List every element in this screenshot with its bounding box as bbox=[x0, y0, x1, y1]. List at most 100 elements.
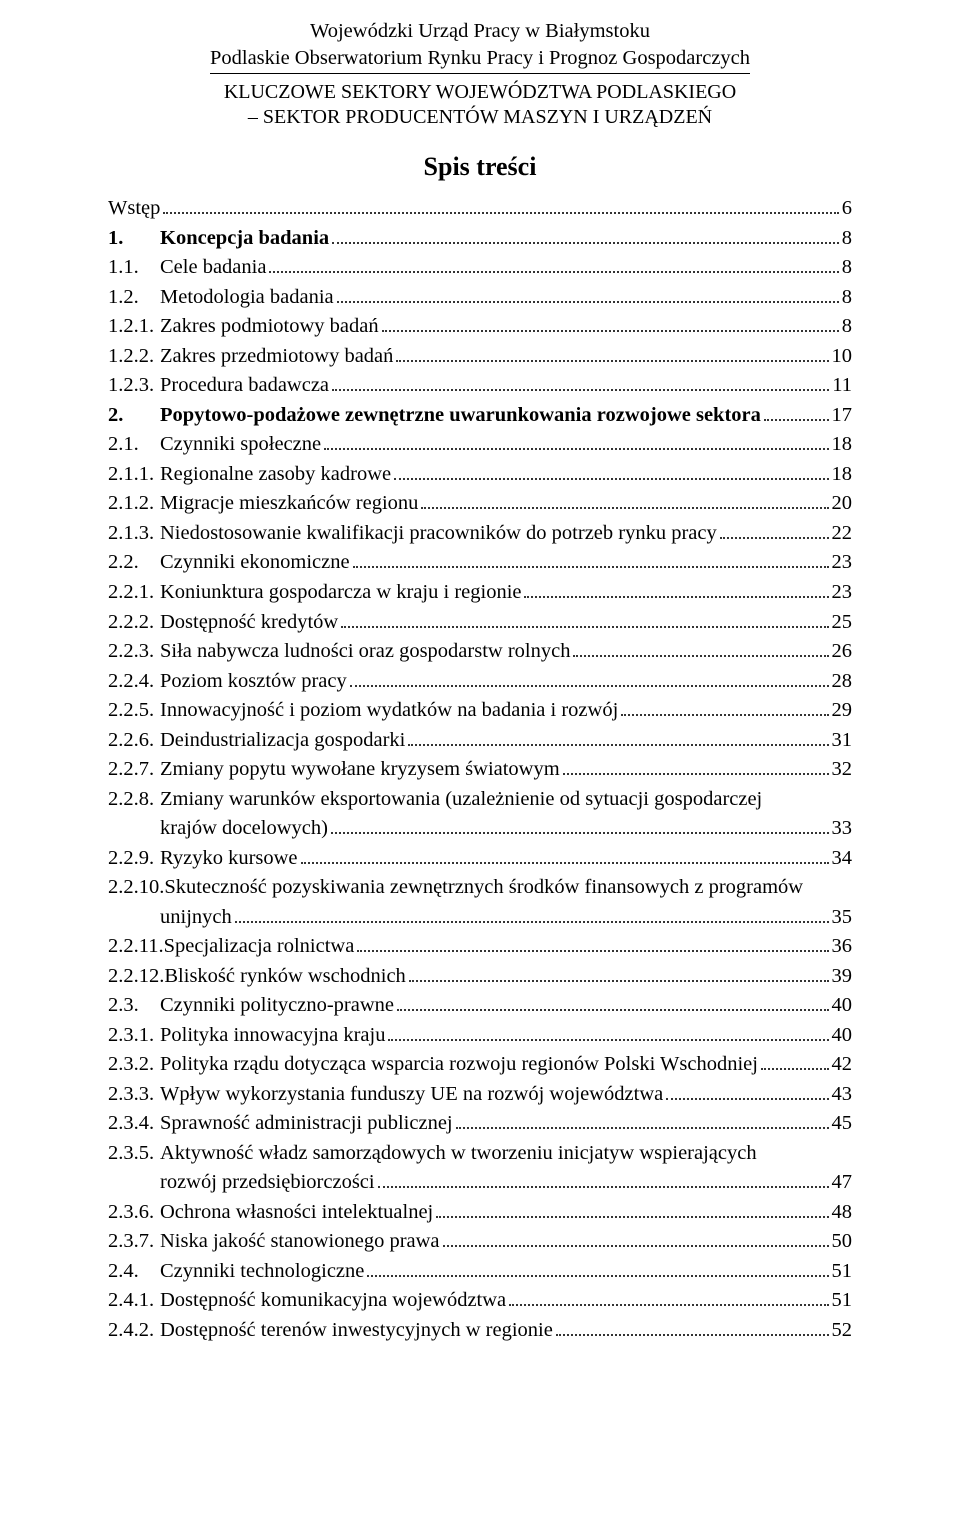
toc-entry-page: 8 bbox=[842, 312, 852, 342]
toc-entry: 2.3.5.Aktywność władz samorządowych w tw… bbox=[108, 1139, 852, 1169]
toc-entry-title: Niska jakość stanowionego prawa bbox=[160, 1227, 440, 1257]
toc-entry-number: 2.2. bbox=[108, 548, 160, 578]
toc-entry: 2.2.2.Dostępność kredytów 25 bbox=[108, 608, 852, 638]
toc-entry-number: 2.3.1. bbox=[108, 1021, 160, 1051]
toc-leader-dots bbox=[408, 728, 828, 745]
toc-entry-title: Skuteczność pozyskiwania zewnętrznych śr… bbox=[164, 873, 803, 903]
toc-entry-page: 18 bbox=[832, 460, 853, 490]
toc-entry-page: 26 bbox=[832, 637, 853, 667]
toc-entry-title: Czynniki polityczno-prawne bbox=[160, 991, 394, 1021]
toc-entry: 2.2.10.Skuteczność pozyskiwania zewnętrz… bbox=[108, 873, 852, 903]
toc-leader-dots bbox=[332, 226, 839, 243]
table-of-contents: Wstęp 61.Koncepcja badania 81.1.Cele bad… bbox=[108, 194, 852, 1345]
toc-entry-title: Migracje mieszkańców regionu bbox=[160, 489, 418, 519]
toc-entry-number: 1.2.1. bbox=[108, 312, 160, 342]
toc-entry-page: 40 bbox=[832, 1021, 853, 1051]
toc-entry-title: Czynniki społeczne bbox=[160, 430, 321, 460]
toc-entry: 2.2.8.Zmiany warunków eksportowania (uza… bbox=[108, 785, 852, 815]
toc-entry-number: 2.2.2. bbox=[108, 608, 160, 638]
toc-entry-title: Zakres przedmiotowy badań bbox=[160, 342, 393, 372]
toc-leader-dots bbox=[573, 640, 828, 657]
toc-entry: 2.2.11.Specjalizacja rolnictwa 36 bbox=[108, 932, 852, 962]
toc-entry: krajów docelowych) 33 bbox=[108, 814, 852, 844]
toc-entry: 2.3.4.Sprawność administracji publicznej… bbox=[108, 1109, 852, 1139]
toc-entry: 2.2.3.Siła nabywcza ludności oraz gospod… bbox=[108, 637, 852, 667]
toc-title: Spis treści bbox=[108, 152, 852, 182]
toc-entry-page: 29 bbox=[832, 696, 853, 726]
toc-leader-dots bbox=[397, 994, 829, 1011]
toc-entry-page: 8 bbox=[842, 283, 852, 313]
toc-entry-title: krajów docelowych) bbox=[160, 814, 328, 844]
toc-entry-number: 2.4.1. bbox=[108, 1286, 160, 1316]
header-sub-1: KLUCZOWE SEKTORY WOJEWÓDZTWA PODLASKIEGO bbox=[108, 80, 852, 105]
toc-leader-dots bbox=[764, 404, 829, 421]
toc-entry: 1.1.Cele badania 8 bbox=[108, 253, 852, 283]
toc-leader-dots bbox=[269, 256, 838, 273]
toc-entry-page: 23 bbox=[832, 578, 853, 608]
toc-entry: 2.2.9.Ryzyko kursowe 34 bbox=[108, 844, 852, 874]
toc-entry-page: 36 bbox=[832, 932, 853, 962]
toc-entry-number: 2.2.3. bbox=[108, 637, 160, 667]
toc-entry: 1.2.1.Zakres podmiotowy badań 8 bbox=[108, 312, 852, 342]
toc-entry-title: Zmiany popytu wywołane kryzysem światowy… bbox=[160, 755, 560, 785]
toc-leader-dots bbox=[367, 1259, 828, 1276]
header-institution: Wojewódzki Urząd Pracy w Białymstoku bbox=[108, 18, 852, 45]
toc-entry-number: 2.4. bbox=[108, 1257, 160, 1287]
toc-entry-title: Deindustrializacja gospodarki bbox=[160, 726, 405, 756]
toc-entry-title: Sprawność administracji publicznej bbox=[160, 1109, 453, 1139]
document-header: Wojewódzki Urząd Pracy w Białymstoku Pod… bbox=[108, 18, 852, 74]
toc-entry-number: 1.2.2. bbox=[108, 342, 160, 372]
toc-entry-number: 2.2.1. bbox=[108, 578, 160, 608]
toc-entry-page: 8 bbox=[842, 224, 852, 254]
toc-entry: 2.2.7.Zmiany popytu wywołane kryzysem św… bbox=[108, 755, 852, 785]
toc-leader-dots bbox=[235, 905, 829, 922]
toc-entry-title: Poziom kosztów pracy bbox=[160, 667, 347, 697]
toc-entry: 2.2.1.Koniunktura gospodarcza w kraju i … bbox=[108, 578, 852, 608]
toc-entry-number: 2.3.2. bbox=[108, 1050, 160, 1080]
toc-entry-title: Niedostosowanie kwalifikacji pracowników… bbox=[160, 519, 717, 549]
toc-entry-page: 43 bbox=[832, 1080, 853, 1110]
toc-entry: 2.2.6.Deindustrializacja gospodarki 31 bbox=[108, 726, 852, 756]
toc-entry-number: 2.3. bbox=[108, 991, 160, 1021]
toc-entry-number: 2.1.3. bbox=[108, 519, 160, 549]
toc-entry-number: 2.1.1. bbox=[108, 460, 160, 490]
toc-leader-dots bbox=[378, 1171, 829, 1188]
toc-entry-page: 51 bbox=[832, 1257, 853, 1287]
toc-leader-dots bbox=[443, 1230, 829, 1247]
toc-entry-number bbox=[108, 903, 160, 933]
toc-entry-title: Dostępność kredytów bbox=[160, 608, 338, 638]
toc-leader-dots bbox=[421, 492, 828, 509]
toc-entry-number: 2.2.4. bbox=[108, 667, 160, 697]
toc-leader-dots bbox=[556, 1319, 829, 1336]
toc-entry-number: 1. bbox=[108, 224, 160, 254]
toc-entry-number: 2.1. bbox=[108, 430, 160, 460]
toc-entry-number: 2.3.3. bbox=[108, 1080, 160, 1110]
toc-entry-number: 1.2. bbox=[108, 283, 160, 313]
toc-entry: 1.Koncepcja badania 8 bbox=[108, 224, 852, 254]
toc-entry: 2.1.3.Niedostosowanie kwalifikacji praco… bbox=[108, 519, 852, 549]
toc-leader-dots bbox=[436, 1200, 828, 1217]
toc-entry-title: unijnych bbox=[160, 903, 232, 933]
toc-entry-number: 2.2.9. bbox=[108, 844, 160, 874]
toc-entry-number: 2.2.5. bbox=[108, 696, 160, 726]
toc-entry-page: 17 bbox=[832, 401, 853, 431]
toc-entry-page: 33 bbox=[832, 814, 853, 844]
toc-leader-dots bbox=[324, 433, 828, 450]
toc-leader-dots bbox=[163, 197, 838, 214]
toc-entry-number bbox=[108, 814, 160, 844]
toc-entry-page: 25 bbox=[832, 608, 853, 638]
toc-entry-page: 11 bbox=[832, 371, 852, 401]
toc-entry-number: 2.2.12. bbox=[108, 962, 164, 992]
toc-entry-title: Regionalne zasoby kadrowe bbox=[160, 460, 391, 490]
toc-entry-number: 2.2.11. bbox=[108, 932, 164, 962]
toc-entry-title: Czynniki technologiczne bbox=[160, 1257, 364, 1287]
toc-entry-title: Dostępność terenów inwestycyjnych w regi… bbox=[160, 1316, 553, 1346]
toc-entry-page: 28 bbox=[832, 667, 853, 697]
toc-entry: 2.1.Czynniki społeczne 18 bbox=[108, 430, 852, 460]
toc-leader-dots bbox=[382, 315, 839, 332]
toc-leader-dots bbox=[301, 846, 829, 863]
toc-entry-number: 1.2.3. bbox=[108, 371, 160, 401]
toc-leader-dots bbox=[666, 1082, 828, 1099]
toc-entry-page: 34 bbox=[832, 844, 853, 874]
toc-entry-title: Ryzyko kursowe bbox=[160, 844, 298, 874]
